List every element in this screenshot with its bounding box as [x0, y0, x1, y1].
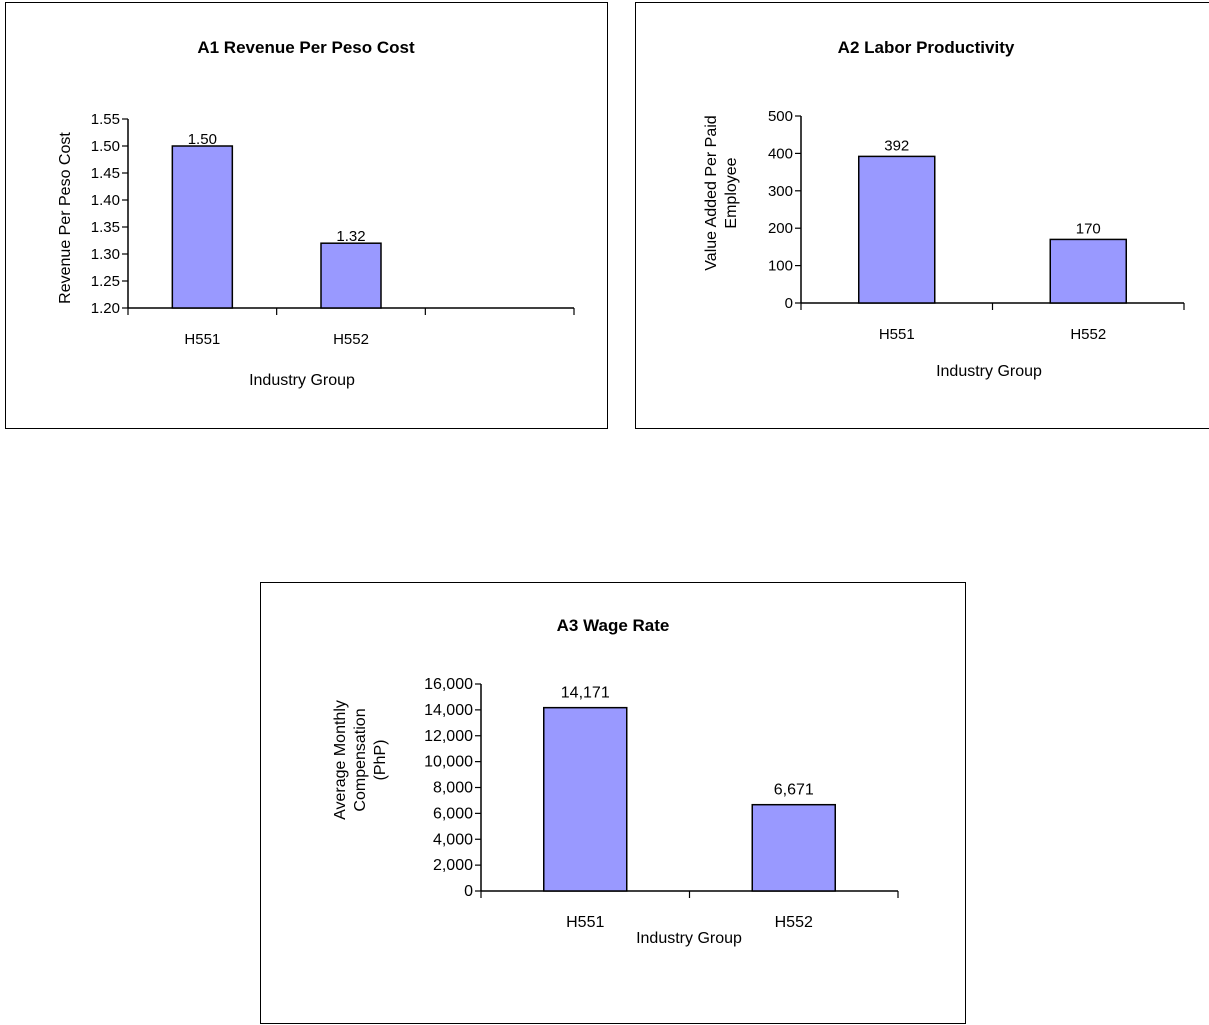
chart-a2-x-axis-label: Industry Group	[936, 363, 1042, 380]
chart-a1-category-label: H552	[333, 331, 369, 348]
chart-a3-y-tick-label: 0	[464, 883, 473, 900]
chart-a1-y-tick-label: 1.50	[91, 138, 120, 155]
chart-a2-y-tick-label: 0	[785, 295, 793, 312]
chart-a1-bar	[171, 145, 234, 309]
chart-a1-svg: A1 Revenue Per Peso Cost Industry Group …	[57, 38, 575, 389]
chart-a1-y-tick-label: 1.20	[91, 300, 120, 317]
chart-a1-data-label: 1.50	[188, 131, 217, 148]
chart-a2-bar	[858, 155, 936, 304]
chart-a2-bar	[1049, 238, 1127, 304]
chart-a1-title: A1 Revenue Per Peso Cost	[197, 38, 415, 57]
chart-a3-y-axis-label-line-1: Average Monthly	[332, 700, 349, 820]
chart-a1-x-axis-label: Industry Group	[249, 372, 355, 389]
chart-a2-y-tick-label: 300	[768, 183, 793, 200]
chart-a1-y-tick-label: 1.35	[91, 219, 120, 236]
chart-a3-y-tick-label: 16,000	[424, 676, 473, 693]
chart-a1-y-axis-label: Revenue Per Peso Cost	[57, 132, 74, 304]
chart-a1-data-label: 1.32	[336, 228, 365, 245]
chart-a3-title: A3 Wage Rate	[557, 616, 670, 635]
chart-a3-category-label: H551	[566, 914, 604, 931]
chart-a1-bar	[320, 242, 382, 309]
chart-a2-title: A2 Labor Productivity	[838, 38, 1015, 57]
chart-a2-labor-productivity: A2 Labor Productivity Industry Group Val…	[635, 2, 1209, 429]
chart-a2-y-axis-label: Value Added Per Paid Employee	[703, 115, 740, 270]
chart-a2-y-axis-label-line-1: Value Added Per Paid	[703, 115, 720, 270]
chart-a1-revenue-per-peso-cost: A1 Revenue Per Peso Cost Industry Group …	[5, 2, 608, 429]
chart-a3-y-tick-label: 6,000	[433, 805, 473, 822]
chart-a3-bar	[751, 803, 836, 892]
chart-a2-y-tick-label: 400	[768, 145, 793, 162]
chart-a3-svg: A3 Wage Rate Industry Group Average Mont…	[332, 616, 899, 947]
chart-a3-data-label: 14,171	[561, 685, 610, 702]
chart-a3-y-axis-label-line-3: (PhP)	[372, 740, 389, 781]
chart-a3-y-axis-label-line-2: Compensation	[352, 708, 369, 811]
chart-a3-y-tick-label: 10,000	[424, 754, 473, 771]
chart-a2-svg: A2 Labor Productivity Industry Group Val…	[703, 38, 1185, 380]
chart-a2-category-label: H552	[1070, 326, 1106, 343]
chart-a1-y-tick-label: 1.30	[91, 246, 120, 263]
chart-a2-y-axis-label-line-2: Employee	[723, 157, 740, 228]
chart-a3-y-axis-label: Average Monthly Compensation (PhP)	[332, 700, 389, 820]
chart-a3-y-tick-label: 4,000	[433, 831, 473, 848]
chart-a1-y-tick-label: 1.45	[91, 165, 120, 182]
chart-a2-y-tick-label: 200	[768, 220, 793, 237]
chart-a1-y-tick-label: 1.55	[91, 111, 120, 128]
chart-a2-data-label: 392	[884, 137, 909, 154]
chart-a3-y-tick-label: 14,000	[424, 702, 473, 719]
chart-a3-bar	[543, 706, 628, 892]
chart-a2-y-tick-label: 500	[768, 108, 793, 125]
chart-a3-y-tick-label: 2,000	[433, 857, 473, 874]
chart-a3-y-tick-label: 8,000	[433, 780, 473, 797]
chart-a1-category-label: H551	[184, 331, 220, 348]
chart-a3-data-label: 6,671	[774, 782, 814, 799]
chart-a1-y-tick-label: 1.25	[91, 273, 120, 290]
chart-a2-y-tick-label: 100	[768, 258, 793, 275]
chart-a1-y-tick-label: 1.40	[91, 192, 120, 209]
chart-a2-category-label: H551	[879, 326, 915, 343]
chart-a3-y-tick-label: 12,000	[424, 728, 473, 745]
chart-a3-x-axis-label: Industry Group	[636, 930, 742, 947]
chart-a3-wage-rate: A3 Wage Rate Industry Group Average Mont…	[260, 582, 966, 1024]
chart-a3-category-label: H552	[775, 914, 813, 931]
chart-a2-data-label: 170	[1076, 220, 1101, 237]
